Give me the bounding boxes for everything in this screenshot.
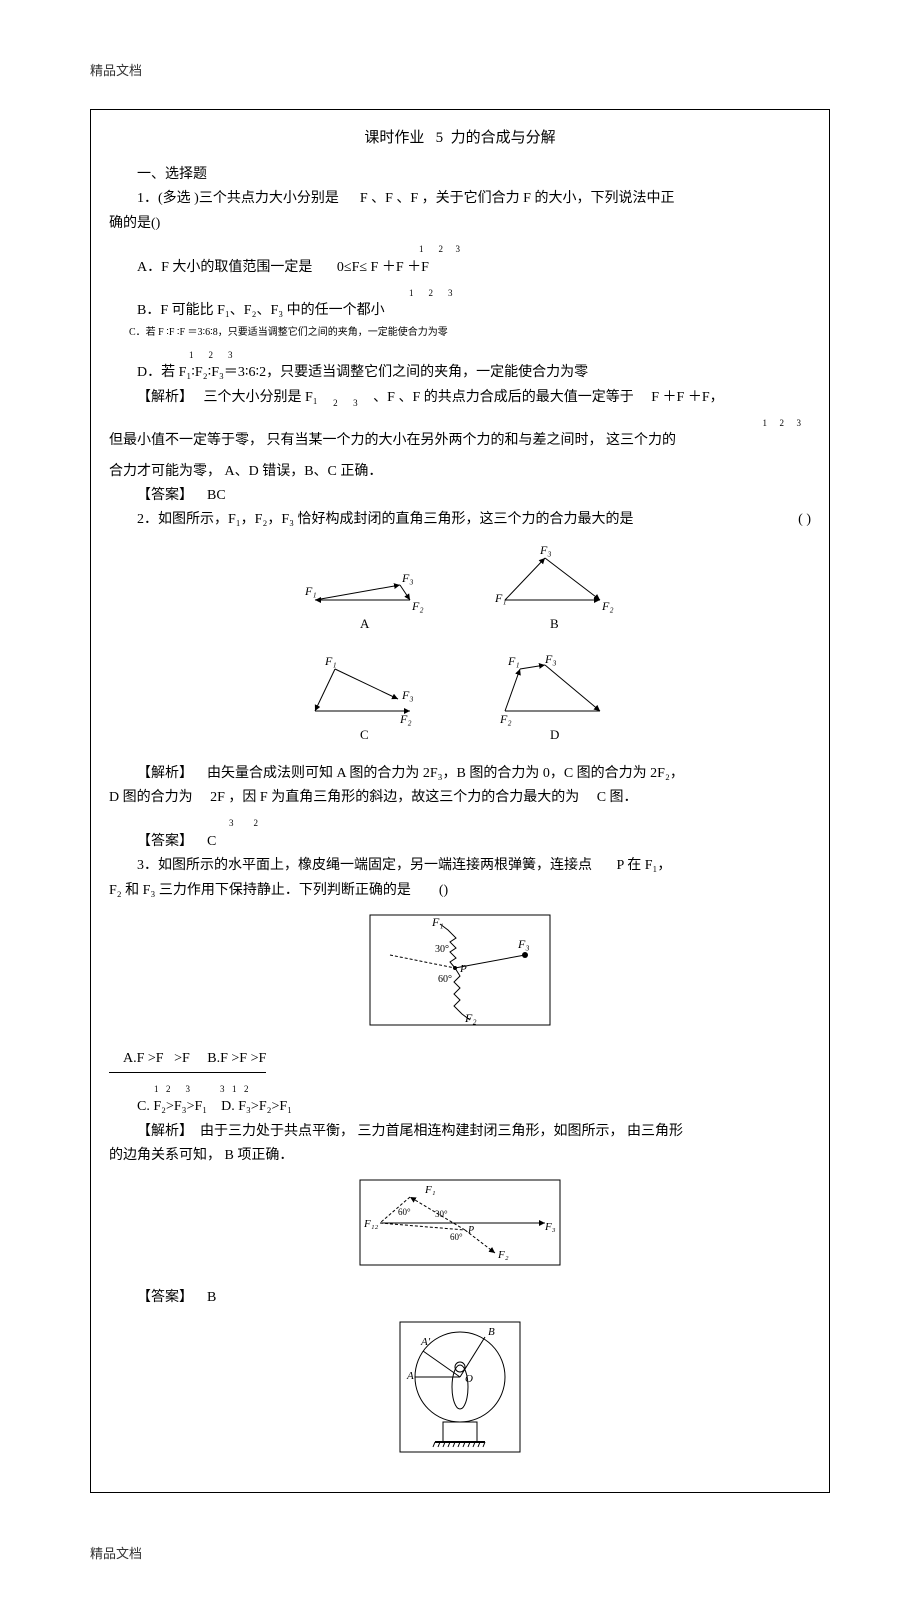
q1-stem-c: 确的是(): [109, 213, 811, 235]
q1-exp-e: 合力才可能为零， A、D 错误，B、C 正确．: [109, 461, 811, 483]
svg-text:O: O: [465, 1373, 473, 1385]
title-name: 力的合成与分解: [451, 130, 556, 146]
svg-text:A′: A′: [420, 1336, 431, 1348]
q3-options-AB: A.F >F >F B.F >F >F: [109, 1048, 266, 1072]
svg-text:A: A: [360, 616, 370, 631]
q3-fig2: F₁ F₂ F₃ F₁₂ P 30° 60° 60°: [109, 1175, 811, 1278]
svg-text:B: B: [488, 1326, 495, 1338]
page-footer: 精品文档: [90, 1543, 830, 1562]
svg-text:P: P: [459, 963, 467, 975]
q1-ans: 【答案】 BC: [109, 485, 811, 507]
q1-optC: C．若 F ∶F ∶F ＝3∶6∶8，只要适当调整它们之间的夹角，一定能使合力为…: [109, 325, 811, 341]
q3-options-CD: C. F₂>F₃>F₁ D. F₃>F₂>F₁: [109, 1096, 811, 1118]
q1-exp-d: 但最小值不一定等于零， 只有当某一个力的大小在另外两个力的和与差之间时， 这三个…: [109, 430, 811, 452]
q2-figD-icon: F₁ F₂ F₃ D: [480, 651, 630, 746]
svg-text:30°: 30°: [435, 1209, 448, 1219]
svg-text:F₁: F₁: [507, 654, 520, 668]
svg-text:B: B: [550, 616, 559, 631]
q3-opt-sub: 1 2 3 3 1 2: [109, 1077, 811, 1094]
q2-exp-line2: D 图的合力为 2F ，因 F 为直角三角形的斜边，故这三个力的合力最大的为 C…: [109, 787, 811, 809]
q2-figB-icon: F₁ F₂ F₃ B: [480, 540, 630, 635]
svg-text:60°: 60°: [438, 974, 452, 985]
svg-text:P: P: [467, 1225, 474, 1236]
q4-fig-icon: A A′ B O: [385, 1317, 535, 1457]
svg-text:F₃: F₃: [544, 652, 557, 666]
page-header: 精品文档: [90, 60, 830, 79]
svg-text:F₂: F₂: [497, 1249, 509, 1261]
q1-optD: D．若 F₁∶F₂∶F₃＝3∶6∶2，只要适当调整它们之间的夹角，一定能使合力为…: [109, 362, 811, 384]
svg-text:F₂: F₂: [601, 599, 614, 613]
q2-exp: 【解析】 由矢量合成法则可知 A 图的合力为 2F₃，B 图的合力为 0，C 图…: [109, 763, 811, 785]
svg-text:F₁: F₁: [431, 915, 444, 929]
svg-text:D: D: [550, 727, 559, 742]
svg-text:60°: 60°: [450, 1232, 463, 1242]
q3-exp: 【解析】 由于三力处于共点平衡， 三力首尾相连构建封闭三角形，如图所示， 由三角…: [109, 1121, 811, 1143]
q1-exp: 【解析】 三个大小分别是 F₁ 2 3 、F 、F 的共点力合成后的最大值一定等…: [109, 387, 811, 409]
svg-text:30°: 30°: [435, 944, 449, 955]
svg-text:F₁: F₁: [424, 1184, 436, 1196]
q1-stem: 1．(多选 )三个共点力大小分别是 F 、F 、F ，关于它们合力 F 的大小，…: [109, 188, 811, 210]
q2-fig-row2: F₁ F₂ F₃ C F₁ F₂ F₃ D: [109, 651, 811, 754]
q1-sub-row: 1 2 3: [109, 237, 811, 254]
q1-stem-a: 1．(多选 )三个共点力大小分别是: [137, 191, 339, 206]
svg-text:F₂: F₂: [499, 712, 512, 726]
svg-text:F₁₂: F₁₂: [363, 1218, 379, 1230]
q1-optC-sub: 1 2 3: [109, 343, 811, 360]
svg-text:C: C: [360, 727, 369, 742]
svg-text:60°: 60°: [398, 1207, 411, 1217]
title: 课时作业 5 力的合成与分解: [109, 126, 811, 150]
q2-ans: 【答案】 C: [109, 831, 811, 853]
content-box: 课时作业 5 力的合成与分解 一、选择题 1．(多选 )三个共点力大小分别是 F…: [90, 109, 830, 1493]
title-pre: 课时作业: [364, 130, 424, 146]
q3-fig2-icon: F₁ F₂ F₃ F₁₂ P 30° 60° 60°: [350, 1175, 570, 1270]
q3-stem-2: F₂ 和 F₃ 三力作用下保持静止．下列判断正确的是 (): [109, 880, 811, 902]
q3-stem: 3．如图所示的水平面上，橡皮绳一端固定，另一端连接两根弹簧，连接点 P 在 F₁…: [109, 855, 811, 877]
q2-fig-row1: F₁ F₂ F₃ A F₁ F₂ F₃ B: [109, 540, 811, 643]
q2-figA-icon: F₁ F₂ F₃ A: [290, 540, 440, 635]
svg-text:F₂: F₂: [399, 712, 412, 726]
q4-fig: A A′ B O: [109, 1317, 811, 1465]
svg-text:F₂: F₂: [464, 1011, 477, 1025]
svg-text:F₃: F₃: [517, 937, 530, 951]
q2-exp-sub: 3 2: [109, 811, 811, 828]
q3-exp-b: 的边角关系可知， B 项正确．: [109, 1145, 811, 1167]
svg-text:F₁: F₁: [494, 591, 507, 605]
q1-stem-b: F 、F 、F ，关于它们合力 F 的大小，下列说法中正: [360, 191, 675, 206]
q1-optA: A．F 大小的取值范围一定是 0≤F≤ F ＋F ＋F: [109, 257, 811, 279]
svg-text:F₃: F₃: [539, 543, 552, 557]
q3-fig-icon: F₁ F₂ F₃ P 30° 60°: [360, 910, 560, 1030]
svg-text:F₃: F₃: [544, 1221, 556, 1233]
q3-fig: F₁ F₂ F₃ P 30° 60°: [109, 910, 811, 1038]
section-heading: 一、选择题: [109, 164, 811, 186]
svg-text:F₃: F₃: [401, 688, 414, 702]
svg-text:F₁: F₁: [324, 654, 337, 668]
q1-optA-sub: 1 2 3: [109, 281, 811, 298]
title-num: 5: [436, 130, 444, 146]
q2-figC-icon: F₁ F₂ F₃ C: [290, 651, 440, 746]
q2-stem: 2．如图所示，F₁，F₂，F₃ 恰好构成封闭的直角三角形，这三个力的合力最大的是…: [109, 509, 811, 531]
svg-text:F₁: F₁: [304, 584, 317, 598]
q1-exp-sub2: 1 2 3: [109, 411, 811, 428]
q1-optB: B．F 可能比 F₁、F₂、F₃ 中的任一个都小: [109, 300, 811, 322]
svg-text:F₂: F₂: [411, 599, 424, 613]
svg-text:F₃: F₃: [401, 571, 414, 585]
q3-ans: 【答案】 B: [109, 1287, 811, 1309]
svg-text:A: A: [406, 1370, 414, 1382]
